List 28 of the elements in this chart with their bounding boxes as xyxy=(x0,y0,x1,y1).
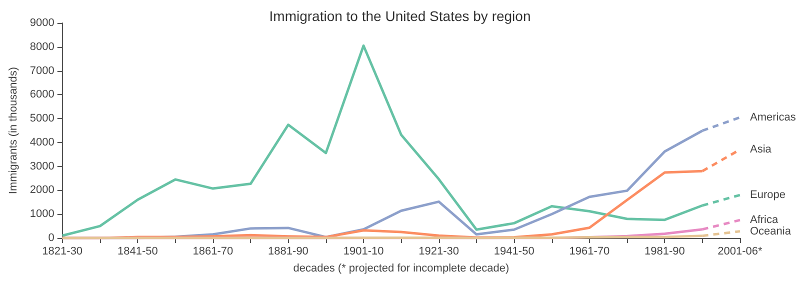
y-tick-label: 5000 xyxy=(30,112,54,125)
y-tick-label: 7000 xyxy=(30,64,54,77)
y-tick-label: 1000 xyxy=(30,208,54,220)
y-axis-title: Immigrants (in thousands) xyxy=(8,66,20,194)
y-tick-label: 4000 xyxy=(30,136,54,148)
y-tick-label: 2000 xyxy=(30,184,54,196)
y-tick-label: 8000 xyxy=(30,40,54,53)
y-tick-label: 9000 xyxy=(30,17,54,29)
x-tick-label: 2001-06* xyxy=(718,246,764,258)
y-tick-label: 0 xyxy=(48,232,54,244)
y-tick-label: 6000 xyxy=(30,88,54,101)
x-tick-label: 1821-30 xyxy=(42,246,83,258)
x-tick-label: 1921-30 xyxy=(418,246,460,258)
series-label: Americas xyxy=(750,111,796,124)
x-tick-label: 1941-50 xyxy=(494,246,534,258)
x-tick-label: 1901-10 xyxy=(343,246,384,258)
x-axis-title: decades (* projected for incomplete decade) xyxy=(293,262,510,274)
series-label: Asia xyxy=(750,144,772,156)
x-tick-label: 1881-90 xyxy=(268,246,308,258)
x-tick-label: 1961-70 xyxy=(569,246,610,258)
chart-title: Immigration to the United States by region xyxy=(269,8,531,24)
x-tick-label: 1841-50 xyxy=(117,246,158,258)
x-tick-label: 1861-70 xyxy=(192,246,234,258)
series-label: Africa xyxy=(750,214,779,226)
series-label: Europe xyxy=(750,189,786,201)
y-tick-label: 3000 xyxy=(30,160,54,172)
series-label: Oceania xyxy=(750,225,792,238)
x-tick-label: 1981-90 xyxy=(644,246,685,258)
